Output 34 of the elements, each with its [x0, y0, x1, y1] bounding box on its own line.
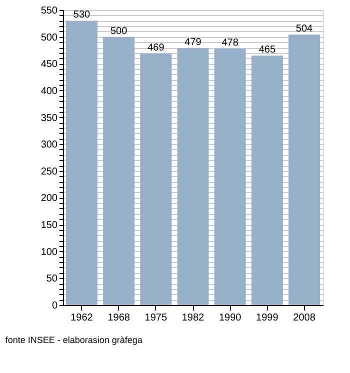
bar [66, 20, 98, 305]
x-tick-label: 1982 [182, 312, 205, 324]
bar [214, 48, 246, 305]
x-tick-label: 1999 [256, 312, 279, 324]
y-tick-label: 450 [40, 59, 58, 70]
bar [177, 48, 209, 305]
data-label: 465 [258, 44, 276, 56]
data-label: 500 [110, 26, 128, 37]
y-tick-label: 400 [40, 86, 58, 97]
y-tick-label: 350 [40, 112, 58, 124]
y-tick-label: 100 [40, 246, 58, 258]
bar [251, 56, 283, 305]
y-tick-label: 550 [40, 6, 58, 16]
y-tick-label: 150 [40, 220, 58, 232]
y-tick-label: 50 [46, 274, 58, 285]
data-label: 478 [222, 38, 239, 49]
data-label: 479 [184, 37, 202, 48]
x-tick-label: 1990 [218, 312, 242, 324]
data-label: 504 [296, 24, 314, 35]
x-tick-label: 1975 [144, 312, 168, 324]
data-label: 469 [148, 42, 165, 54]
y-tick-label: 500 [40, 32, 58, 44]
y-tick-label: 0 [52, 300, 58, 312]
source-note: fonte INSEE - elaborasion gràfega [5, 335, 142, 345]
x-tick-label: 2008 [293, 312, 316, 324]
x-tick-label: 1962 [70, 312, 94, 324]
y-tick-label: 200 [40, 193, 58, 204]
x-tick-label: 1968 [108, 312, 130, 324]
data-label: 530 [73, 10, 91, 21]
bar [140, 53, 172, 305]
bar [103, 36, 135, 305]
y-tick-label: 300 [40, 140, 58, 151]
y-tick-label: 250 [40, 166, 58, 178]
bar [288, 34, 320, 305]
